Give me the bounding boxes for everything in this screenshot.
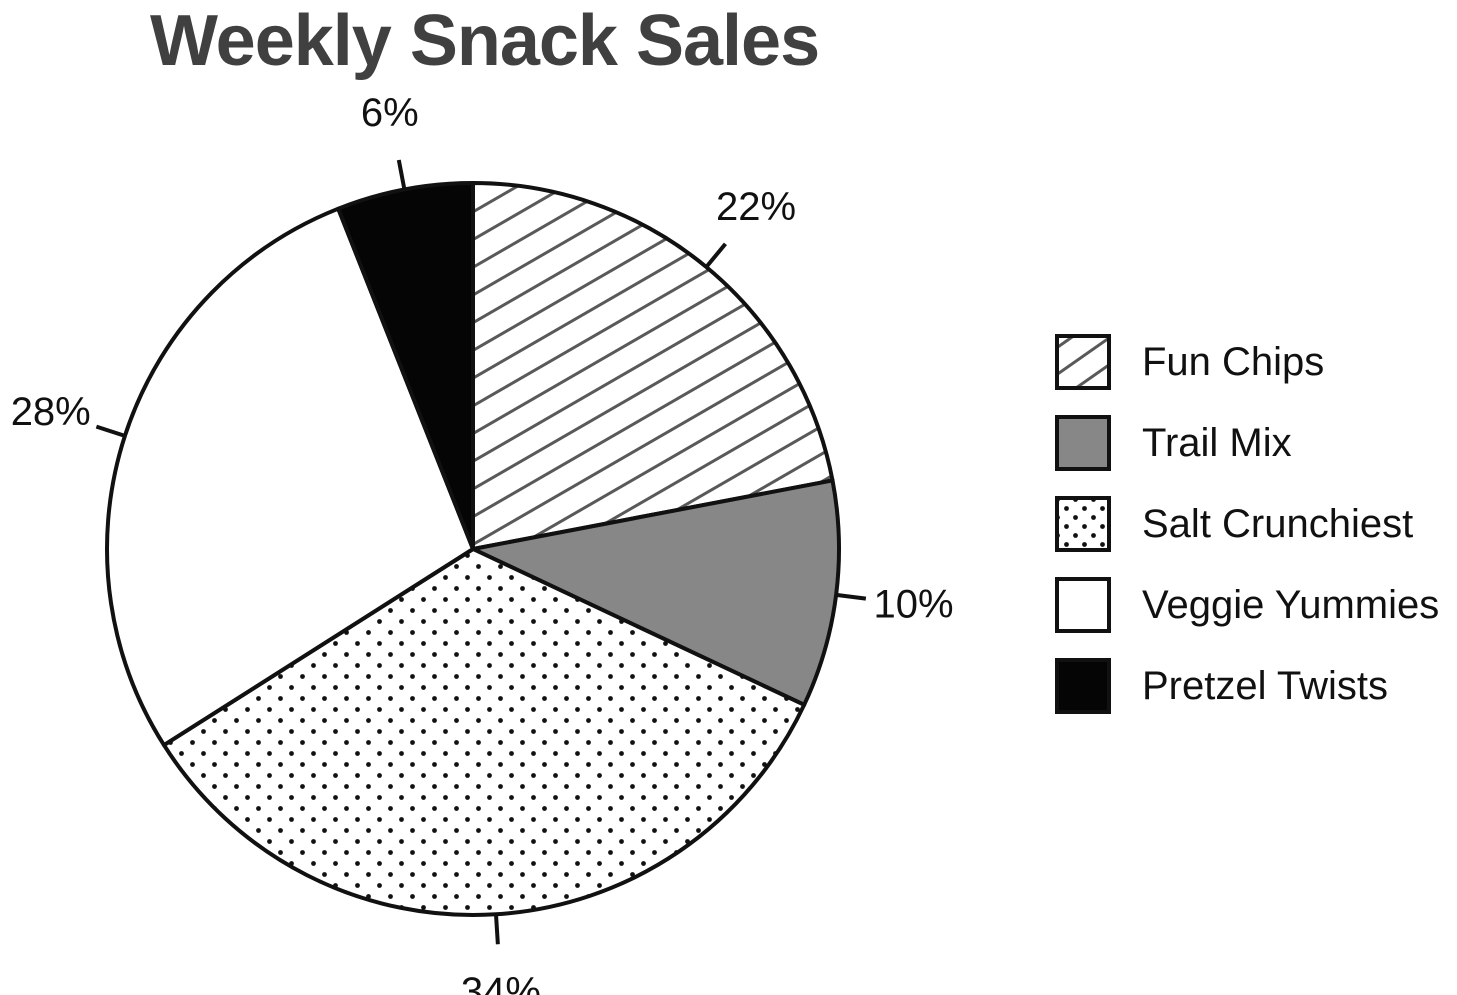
legend: Fun Chips Trail Mix Salt Crunchiest Veggie … — [1055, 334, 1439, 714]
legend-label-pretzel-twists: Pretzel Twists — [1142, 664, 1388, 708]
legend-item-veggie-yummies: Veggie Yummies — [1055, 577, 1439, 633]
legend-swatch-fun-chips — [1055, 334, 1111, 390]
legend-item-salt-crunchiest: Salt Crunchiest — [1055, 496, 1413, 552]
legend-item-pretzel-twists: Pretzel Twists — [1055, 658, 1388, 714]
legend-swatch-veggie-yummies — [1055, 577, 1111, 633]
leader-line-veggie-yummies — [95, 424, 126, 438]
slice-label-pretzel-twists: 6% — [361, 91, 419, 135]
leader-line-pretzel-twists — [396, 159, 407, 190]
slice-label-trail-mix: 10% — [873, 583, 953, 627]
slice-label-fun-chips: 22% — [716, 185, 796, 229]
slice-label-veggie-yummies: 28% — [11, 390, 91, 434]
chart-title: Weekly Snack Sales — [150, 1, 820, 81]
slice-label-salt-crunchiest: 34% — [461, 970, 541, 995]
legend-label-fun-chips: Fun Chips — [1142, 340, 1324, 384]
legend-swatch-pretzel-twists — [1055, 658, 1111, 714]
leader-line-trail-mix — [835, 592, 867, 601]
slice-pretzel-twists — [336, 181, 475, 551]
legend-label-trail-mix: Trail Mix — [1142, 421, 1292, 465]
legend-item-fun-chips: Fun Chips — [1055, 334, 1324, 390]
slice-veggie-yummies — [105, 206, 475, 748]
leader-line-salt-crunchiest — [493, 914, 500, 945]
legend-swatch-salt-crunchiest — [1055, 496, 1111, 552]
legend-swatch-trail-mix — [1055, 415, 1111, 471]
legend-label-salt-crunchiest: Salt Crunchiest — [1142, 502, 1413, 546]
legend-item-trail-mix: Trail Mix — [1055, 415, 1292, 471]
slice-fun-chips — [471, 181, 835, 551]
pie-slices — [105, 181, 841, 917]
slice-labels: 22% 10% 34% 28% 6% — [11, 91, 954, 995]
legend-label-veggie-yummies: Veggie Yummies — [1142, 583, 1439, 627]
leader-line-fun-chips — [704, 242, 727, 269]
slice-trail-mix — [471, 478, 841, 707]
